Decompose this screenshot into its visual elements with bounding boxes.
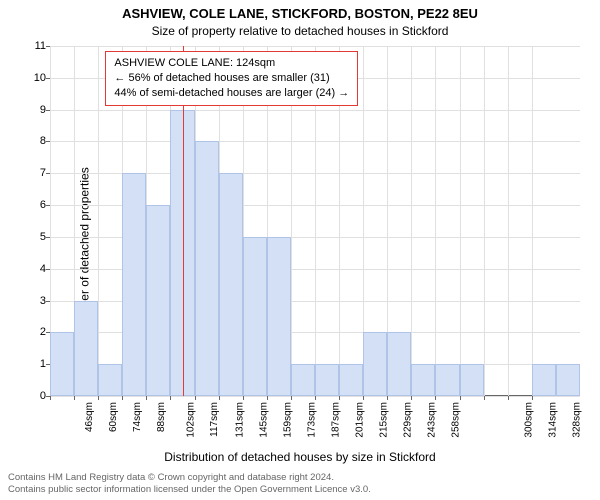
x-axis-label: Distribution of detached houses by size … [0,450,600,464]
x-tick-label: 187sqm [330,402,341,438]
property-info-box: ASHVIEW COLE LANE: 124sqm← 56% of detach… [105,51,358,106]
histogram-chart: ASHVIEW, COLE LANE, STICKFORD, BOSTON, P… [0,0,600,500]
x-tick-label: 60sqm [108,402,119,432]
x-tick-mark [122,396,123,400]
footer-line-1: Contains HM Land Registry data © Crown c… [8,472,592,484]
info-line-1: ASHVIEW COLE LANE: 124sqm [114,56,349,71]
footer-attribution: Contains HM Land Registry data © Crown c… [8,472,592,496]
histogram-bar [435,364,459,396]
x-tick-mark [484,396,485,400]
x-tick-label: 300sqm [523,402,534,438]
x-tick-mark [508,396,509,400]
histogram-bar [291,364,315,396]
x-tick-label: 88sqm [156,402,167,432]
x-tick-label: 328sqm [571,402,582,438]
x-tick-mark [243,396,244,400]
y-tick-label: 2 [22,326,46,338]
x-tick-label: 229sqm [403,402,414,438]
histogram-bar [363,332,387,396]
x-tick-mark [363,396,364,400]
x-tick-label: 215sqm [379,402,390,438]
x-tick-label: 102sqm [186,402,197,438]
gridline-v [98,46,99,396]
y-tick-label: 10 [22,72,46,84]
y-tick-label: 3 [22,295,46,307]
x-tick-mark [411,396,412,400]
x-tick-label: 46sqm [84,402,95,432]
x-tick-label: 117sqm [209,402,220,437]
plot-area: 0123456789101146sqm60sqm74sqm88sqm102sqm… [50,46,580,396]
gridline-v [532,46,533,396]
gridline-v [460,46,461,396]
histogram-bar [122,173,146,396]
histogram-bar [460,364,484,396]
x-tick-label: 131sqm [234,402,245,438]
histogram-bar [98,364,122,396]
x-tick-label: 159sqm [282,402,293,438]
histogram-bar [195,141,219,396]
gridline-v [484,46,485,396]
y-tick-label: 0 [22,390,46,402]
gridline-v [508,46,509,396]
x-tick-mark [170,396,171,400]
gridline-v [435,46,436,396]
x-tick-label: 258sqm [451,402,462,438]
x-tick-label: 201sqm [355,402,366,438]
x-tick-mark [74,396,75,400]
histogram-bar [315,364,339,396]
x-tick-mark [339,396,340,400]
x-tick-label: 243sqm [427,402,438,438]
x-tick-mark [387,396,388,400]
histogram-bar [411,364,435,396]
x-tick-mark [98,396,99,400]
histogram-bar [243,237,267,396]
y-tick-label: 9 [22,104,46,116]
y-tick-label: 1 [22,358,46,370]
chart-title: ASHVIEW, COLE LANE, STICKFORD, BOSTON, P… [0,6,600,21]
histogram-bar [146,205,170,396]
x-tick-mark [50,396,51,400]
x-tick-mark [435,396,436,400]
histogram-bar [532,364,556,396]
y-tick-label: 4 [22,263,46,275]
x-tick-mark [195,396,196,400]
chart-subtitle: Size of property relative to detached ho… [0,24,600,38]
info-line-3: 44% of semi-detached houses are larger (… [114,86,349,101]
x-tick-mark [315,396,316,400]
y-tick-label: 6 [22,199,46,211]
x-tick-mark [291,396,292,400]
x-tick-mark [532,396,533,400]
x-tick-mark [219,396,220,400]
y-tick-label: 5 [22,231,46,243]
x-tick-label: 173sqm [306,402,317,438]
x-tick-mark [267,396,268,400]
x-tick-mark [146,396,147,400]
x-tick-mark [460,396,461,400]
y-tick-label: 11 [22,40,46,52]
x-tick-label: 145sqm [258,402,269,438]
histogram-bar [339,364,363,396]
histogram-bar [74,301,98,396]
histogram-bar [387,332,411,396]
histogram-bar [556,364,580,396]
footer-line-2: Contains public sector information licen… [8,484,592,496]
y-tick-label: 7 [22,167,46,179]
histogram-bar [50,332,74,396]
info-line-2: ← 56% of detached houses are smaller (31… [114,71,349,86]
gridline-v [411,46,412,396]
histogram-bar [267,237,291,396]
y-tick-label: 8 [22,135,46,147]
x-tick-label: 74sqm [132,402,143,432]
x-tick-label: 314sqm [547,402,558,438]
histogram-bar [219,173,243,396]
